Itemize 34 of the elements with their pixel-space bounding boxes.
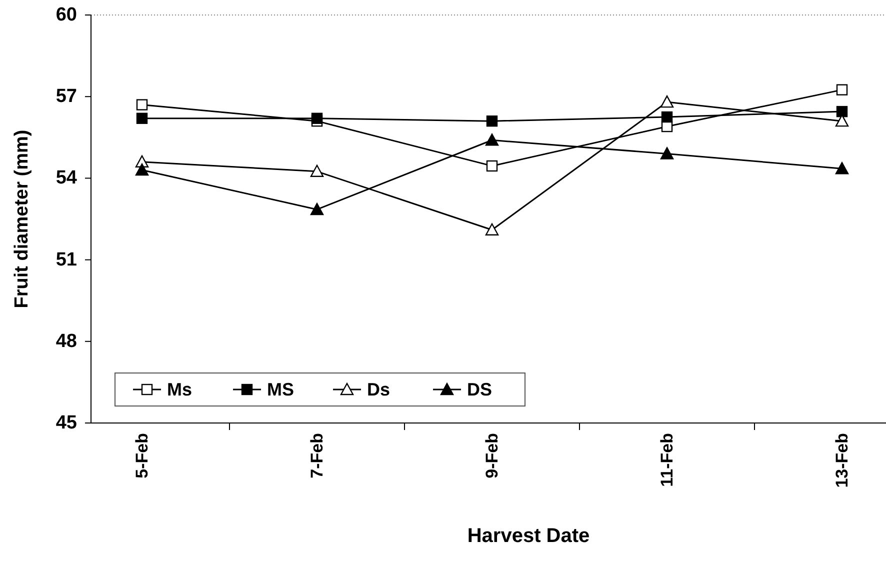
legend-label: MS: [267, 380, 294, 400]
x-tick-label: 5-Feb: [132, 433, 152, 478]
point: [836, 106, 848, 118]
point: [835, 162, 849, 174]
point: [661, 111, 673, 123]
y-axis-title: Fruit diameter (mm): [12, 130, 32, 308]
y-tick-label: 60: [56, 4, 77, 26]
point: [485, 134, 499, 146]
point: [660, 95, 674, 108]
x-tick-label: 7-Feb: [308, 433, 326, 478]
legend-label: Ms: [167, 380, 192, 400]
x-axis-title: Harvest Date: [467, 525, 590, 547]
point: [310, 164, 324, 177]
y-tick-label: 57: [56, 86, 77, 108]
point: [485, 223, 499, 236]
point: [310, 202, 324, 216]
point: [486, 160, 498, 172]
point: [136, 99, 148, 110]
x-tick-label: 11-Feb: [658, 433, 676, 487]
y-tick-label: 54: [56, 168, 78, 189]
point: [486, 115, 498, 127]
point: [136, 112, 148, 124]
point: [835, 114, 849, 127]
point: [311, 112, 323, 124]
point: [660, 147, 674, 160]
y-tick-label: 51: [56, 249, 78, 270]
point: [135, 163, 149, 176]
y-tick-label: 48: [56, 330, 77, 352]
y-tick-label: 45: [56, 412, 78, 434]
legend-label: DS: [467, 380, 492, 400]
legend-label: Ds: [367, 380, 390, 400]
x-tick-label: 9-Feb: [482, 433, 502, 478]
point: [836, 84, 848, 96]
x-tick-label: 13-Feb: [832, 433, 852, 488]
